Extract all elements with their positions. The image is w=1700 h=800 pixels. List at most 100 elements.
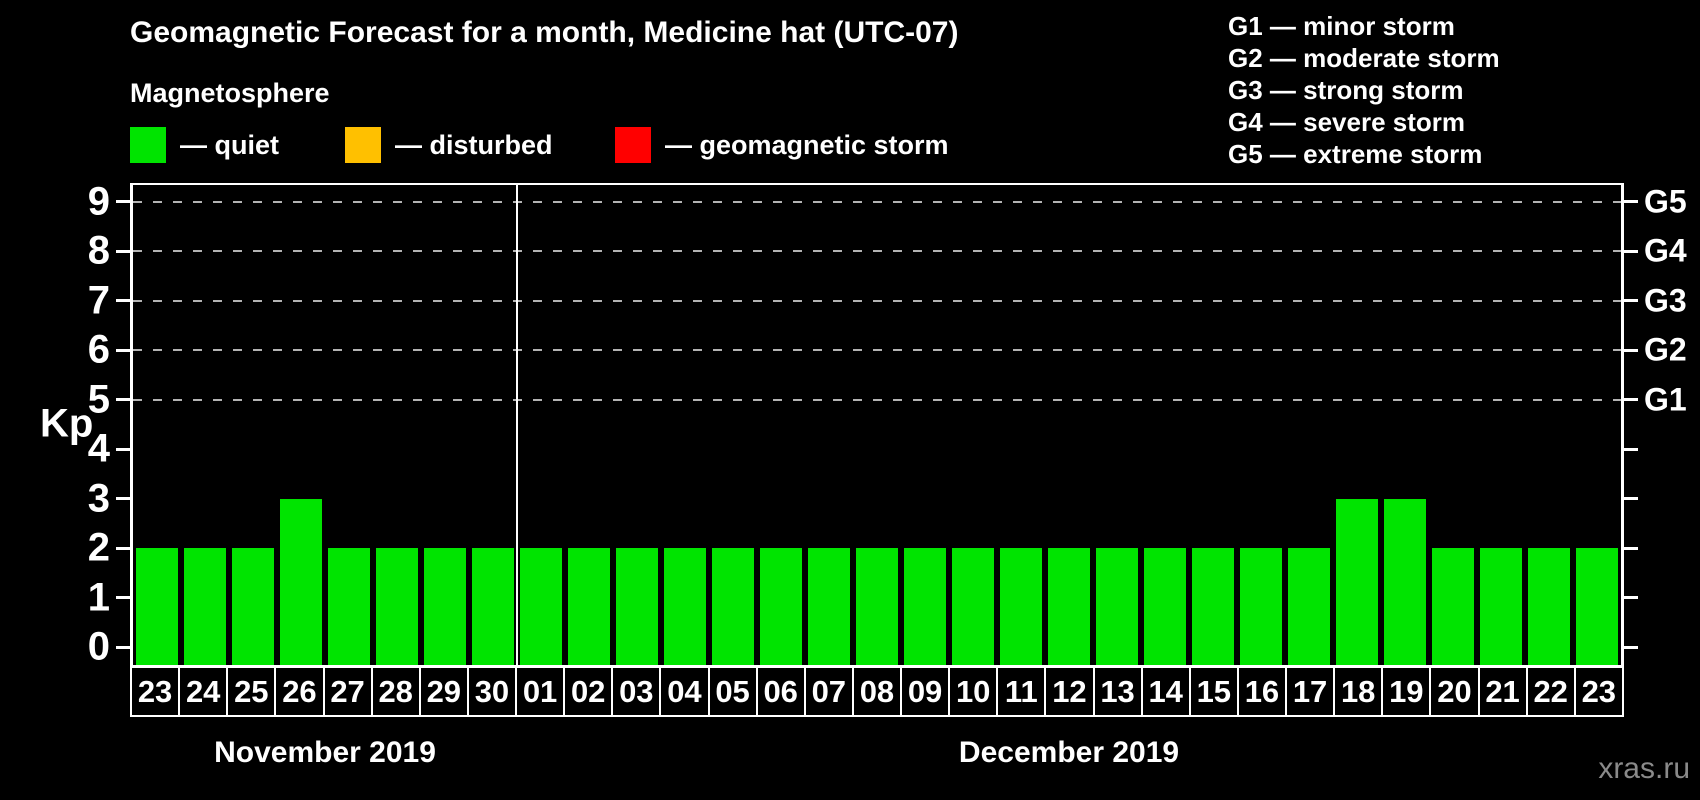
gridline-kp8	[133, 250, 1621, 252]
storm-scale-legend-line: G4 — severe storm	[1228, 107, 1466, 137]
kp-bar-day-15	[1192, 548, 1234, 665]
kp-bar-day-04	[664, 548, 706, 665]
kp-bar-day-17	[1288, 548, 1330, 665]
legend-item-disturbed: — disturbed	[345, 126, 553, 164]
y-tick-label-kp7: 7	[87, 278, 110, 322]
y-axis-label: Kp	[40, 401, 94, 446]
legend-label-geomagnetic-storm: — geomagnetic storm	[665, 129, 949, 160]
kp-bar-day-03	[616, 548, 658, 665]
month-separator	[516, 185, 518, 665]
g-scale-label-g1: G1	[1644, 381, 1687, 417]
left-axis-tick-kp7	[116, 299, 130, 302]
y-tick-label-kp1: 1	[87, 575, 110, 619]
day-cell-05: 05	[710, 668, 758, 715]
kp-bar-day-26	[280, 498, 322, 665]
day-cell-21: 21	[1480, 668, 1528, 715]
day-cell-22: 22	[1528, 668, 1576, 715]
kp-bar-day-16	[1240, 548, 1282, 665]
day-cell-30: 30	[469, 668, 517, 715]
left-axis-tick-kp3	[116, 497, 130, 500]
legend-label-quiet: — quiet	[180, 129, 279, 160]
day-axis: 23 24 25 26 27 28 29 30 01 02 03 04 05 06 07 08 09 10 11 12…	[130, 668, 1624, 717]
y-tick-label-kp3: 3	[87, 476, 110, 520]
day-cell-23: 23	[1581, 673, 1617, 709]
kp-bar-day-30	[472, 548, 514, 665]
month-label-1: December 2019	[958, 736, 1180, 769]
day-cell-02: 02	[565, 668, 614, 715]
right-axis-tick-kp2	[1624, 546, 1638, 550]
storm-scale-legend-line: G3 — strong storm	[1228, 75, 1464, 105]
legend-swatch-disturbed	[345, 127, 381, 163]
gridline-kp9	[133, 200, 1621, 203]
kp-bar-day-09	[904, 548, 946, 665]
kp-bar-day-22	[1528, 548, 1570, 665]
right-axis-tick-kp6	[1624, 348, 1638, 352]
day-cell-28: 28	[373, 668, 421, 715]
kp-bar-day-25	[232, 548, 274, 665]
day-cell-18: 18	[1335, 668, 1384, 715]
legend-label-disturbed: — disturbed	[395, 129, 553, 160]
kp-bar-day-05	[712, 548, 754, 665]
magnetosphere-heading: Magnetosphere	[130, 78, 330, 108]
kp-bar-day-20	[1432, 548, 1474, 665]
right-axis-tick-kp0	[1624, 645, 1638, 649]
gridline-kp6	[133, 349, 1621, 351]
day-cell-07: 07	[806, 668, 854, 715]
kp-bar-day-27	[328, 548, 370, 665]
kp-bar-day-28	[376, 548, 418, 665]
day-cell-04: 04	[661, 668, 710, 715]
left-axis-tick-kp4	[116, 447, 130, 451]
y-tick-label-kp9: 9	[87, 179, 110, 223]
day-cell-26: 26	[276, 668, 325, 715]
kp-bar-day-07	[808, 548, 850, 665]
storm-scale-legend-line: G5 — extreme storm	[1228, 139, 1483, 169]
day-cell-13: 13	[1095, 668, 1143, 715]
legend-item-geomagnetic-storm: — geomagnetic storm	[615, 126, 949, 164]
day-cell-24: 24	[180, 668, 229, 715]
kp-bar-day-29	[424, 548, 466, 665]
right-axis-tick-kp8	[1624, 249, 1638, 253]
day-cell-17: 17	[1287, 668, 1336, 715]
day-cell-27: 27	[325, 668, 373, 715]
month-label-0: November 2019	[214, 736, 436, 769]
kp-bar-day-08	[856, 548, 898, 665]
gridline-kp5	[133, 398, 1621, 401]
day-cell-20: 20	[1431, 668, 1480, 715]
g-scale-label-g3: G3	[1644, 282, 1687, 318]
y-tick-label-kp0: 0	[87, 624, 110, 669]
y-tick-label-kp6: 6	[87, 327, 110, 372]
right-axis-tick-kp1	[1624, 596, 1638, 599]
y-tick-label-kp4: 4	[87, 426, 110, 471]
day-cell-16: 16	[1239, 668, 1287, 715]
day-cell-03: 03	[613, 668, 662, 715]
right-axis-tick-kp9	[1624, 200, 1638, 203]
day-cell-12: 12	[1046, 668, 1095, 715]
plot-area	[130, 183, 1624, 668]
kp-bar-day-23	[1576, 548, 1618, 665]
day-cell-15: 15	[1191, 668, 1239, 715]
kp-bar-day-12	[1048, 548, 1090, 665]
g-scale-label-g4: G4	[1644, 232, 1687, 269]
day-cell-08: 08	[854, 668, 902, 715]
kp-bar-day-24	[184, 548, 226, 665]
storm-scale-legend-line: G2 — moderate storm	[1228, 43, 1500, 73]
day-cell-09: 09	[902, 668, 951, 715]
chart-title: Geomagnetic Forecast for a month, Medici…	[130, 16, 959, 49]
storm-scale-legend: G1 — minor storm G2 — moderate storm G3 — …	[1228, 10, 1500, 170]
legend-swatch-geomagnetic-storm	[615, 127, 651, 163]
g-scale-label-g5: G5	[1644, 183, 1687, 219]
day-cell-11: 11	[998, 668, 1047, 715]
right-axis-tick-kp3	[1624, 497, 1638, 500]
right-axis-tick-kp7	[1624, 299, 1638, 302]
day-cell-23: 23	[132, 668, 181, 715]
kp-bar-day-21	[1480, 548, 1522, 665]
kp-bar-day-13	[1096, 548, 1138, 665]
kp-bar-day-19	[1384, 498, 1426, 665]
kp-bar-day-18	[1336, 498, 1378, 665]
day-cell-29: 29	[421, 668, 469, 715]
left-axis-tick-kp1	[116, 596, 130, 599]
left-axis-tick-kp0	[116, 645, 130, 649]
right-axis-tick-kp4	[1624, 447, 1638, 451]
day-cell-25: 25	[228, 668, 277, 715]
kp-bar-day-14	[1144, 548, 1186, 665]
